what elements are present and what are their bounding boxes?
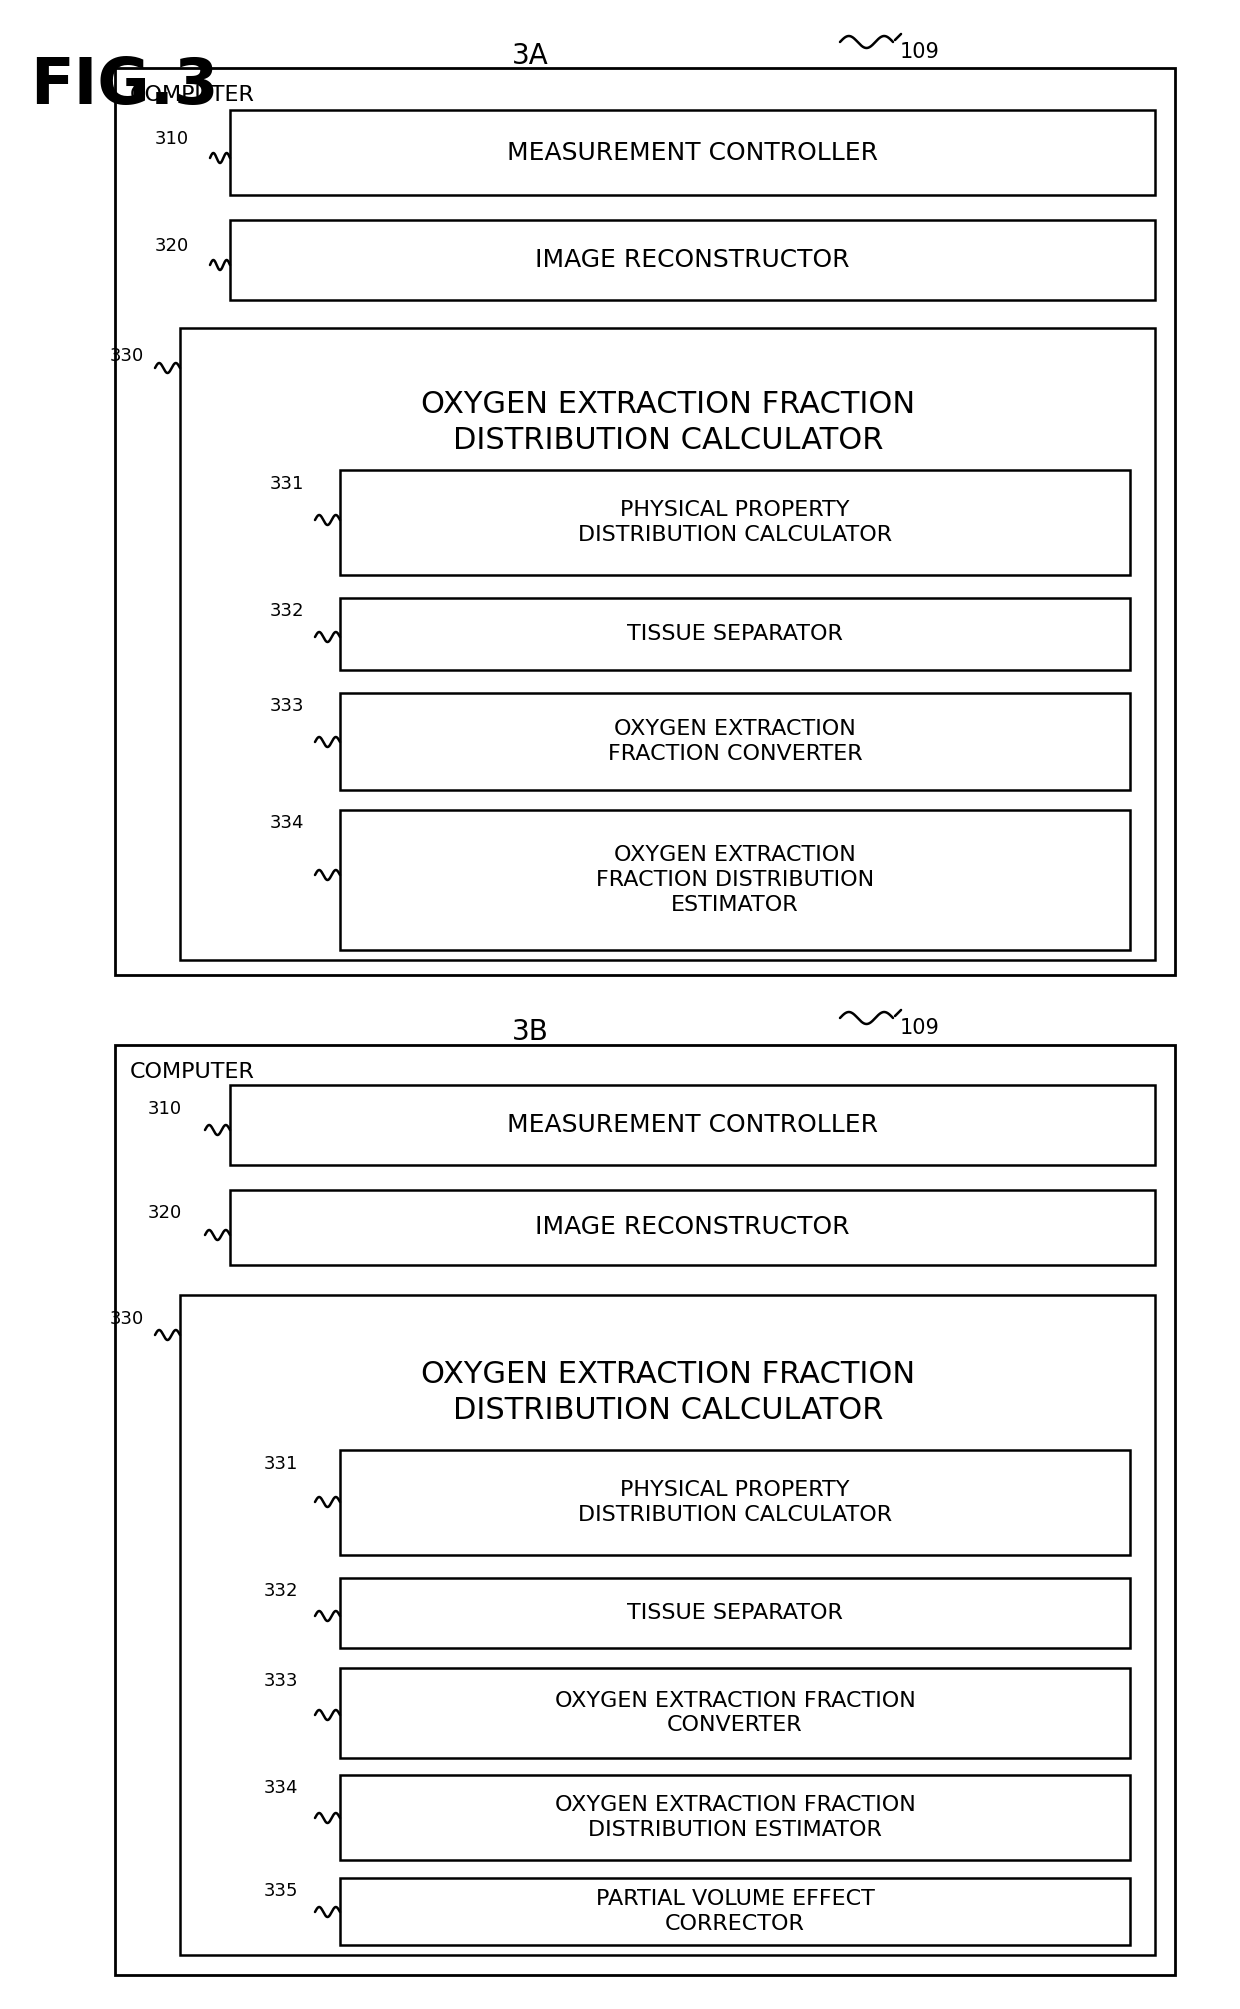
Text: FIG.3: FIG.3	[30, 54, 218, 117]
Text: COMPUTER: COMPUTER	[130, 1063, 255, 1083]
Bar	[340, 1878, 1130, 1945]
Text: 330: 330	[110, 348, 144, 366]
Bar	[115, 1045, 1176, 1975]
Text: 331: 331	[270, 474, 304, 492]
Bar	[340, 810, 1130, 950]
Text: 334: 334	[270, 814, 305, 832]
Text: IMAGE RECONSTRUCTOR: IMAGE RECONSTRUCTOR	[536, 1215, 849, 1240]
Bar	[115, 68, 1176, 974]
Bar	[340, 1450, 1130, 1555]
Text: 333: 333	[264, 1671, 299, 1690]
Bar	[340, 1667, 1130, 1758]
Text: 332: 332	[270, 603, 305, 621]
Bar	[340, 1776, 1130, 1860]
Text: MEASUREMENT CONTROLLER: MEASUREMENT CONTROLLER	[507, 141, 878, 165]
Bar	[180, 327, 1154, 960]
Text: OXYGEN EXTRACTION
FRACTION DISTRIBUTION
ESTIMATOR: OXYGEN EXTRACTION FRACTION DISTRIBUTION …	[596, 846, 874, 914]
Text: 334: 334	[264, 1780, 299, 1796]
Text: 109: 109	[900, 1019, 940, 1039]
Text: 332: 332	[264, 1581, 299, 1599]
Text: OXYGEN EXTRACTION
FRACTION CONVERTER: OXYGEN EXTRACTION FRACTION CONVERTER	[608, 719, 862, 763]
Bar	[229, 1085, 1154, 1165]
Text: 320: 320	[148, 1203, 182, 1221]
Text: 333: 333	[270, 697, 305, 715]
Bar	[340, 599, 1130, 669]
Bar	[340, 693, 1130, 790]
Text: PARTIAL VOLUME EFFECT
CORRECTOR: PARTIAL VOLUME EFFECT CORRECTOR	[595, 1888, 874, 1935]
Text: 3A: 3A	[512, 42, 548, 70]
Text: 310: 310	[148, 1101, 182, 1117]
Text: OXYGEN EXTRACTION FRACTION
DISTRIBUTION CALCULATOR: OXYGEN EXTRACTION FRACTION DISTRIBUTION …	[420, 390, 915, 454]
Text: PHYSICAL PROPERTY
DISTRIBUTION CALCULATOR: PHYSICAL PROPERTY DISTRIBUTION CALCULATO…	[578, 500, 892, 544]
Text: TISSUE SEPARATOR: TISSUE SEPARATOR	[627, 1603, 843, 1623]
Bar	[229, 221, 1154, 299]
Text: 331: 331	[264, 1455, 299, 1473]
Text: 310: 310	[155, 131, 190, 149]
Text: 330: 330	[110, 1310, 144, 1328]
Text: TISSUE SEPARATOR: TISSUE SEPARATOR	[627, 625, 843, 645]
Bar	[229, 1189, 1154, 1266]
Text: 109: 109	[900, 42, 940, 62]
Text: OXYGEN EXTRACTION FRACTION
DISTRIBUTION ESTIMATOR: OXYGEN EXTRACTION FRACTION DISTRIBUTION …	[554, 1796, 915, 1840]
Text: 3B: 3B	[512, 1019, 548, 1047]
Text: PHYSICAL PROPERTY
DISTRIBUTION CALCULATOR: PHYSICAL PROPERTY DISTRIBUTION CALCULATO…	[578, 1481, 892, 1525]
Bar	[340, 470, 1130, 575]
Text: 320: 320	[155, 237, 190, 255]
Text: OXYGEN EXTRACTION FRACTION
CONVERTER: OXYGEN EXTRACTION FRACTION CONVERTER	[554, 1692, 915, 1736]
Text: 335: 335	[264, 1882, 299, 1901]
Text: OXYGEN EXTRACTION FRACTION
DISTRIBUTION CALCULATOR: OXYGEN EXTRACTION FRACTION DISTRIBUTION …	[420, 1360, 915, 1424]
Bar	[229, 110, 1154, 195]
Text: IMAGE RECONSTRUCTOR: IMAGE RECONSTRUCTOR	[536, 247, 849, 271]
Bar	[180, 1296, 1154, 1955]
Text: MEASUREMENT CONTROLLER: MEASUREMENT CONTROLLER	[507, 1113, 878, 1137]
Bar	[340, 1577, 1130, 1647]
Text: COMPUTER: COMPUTER	[130, 84, 255, 104]
